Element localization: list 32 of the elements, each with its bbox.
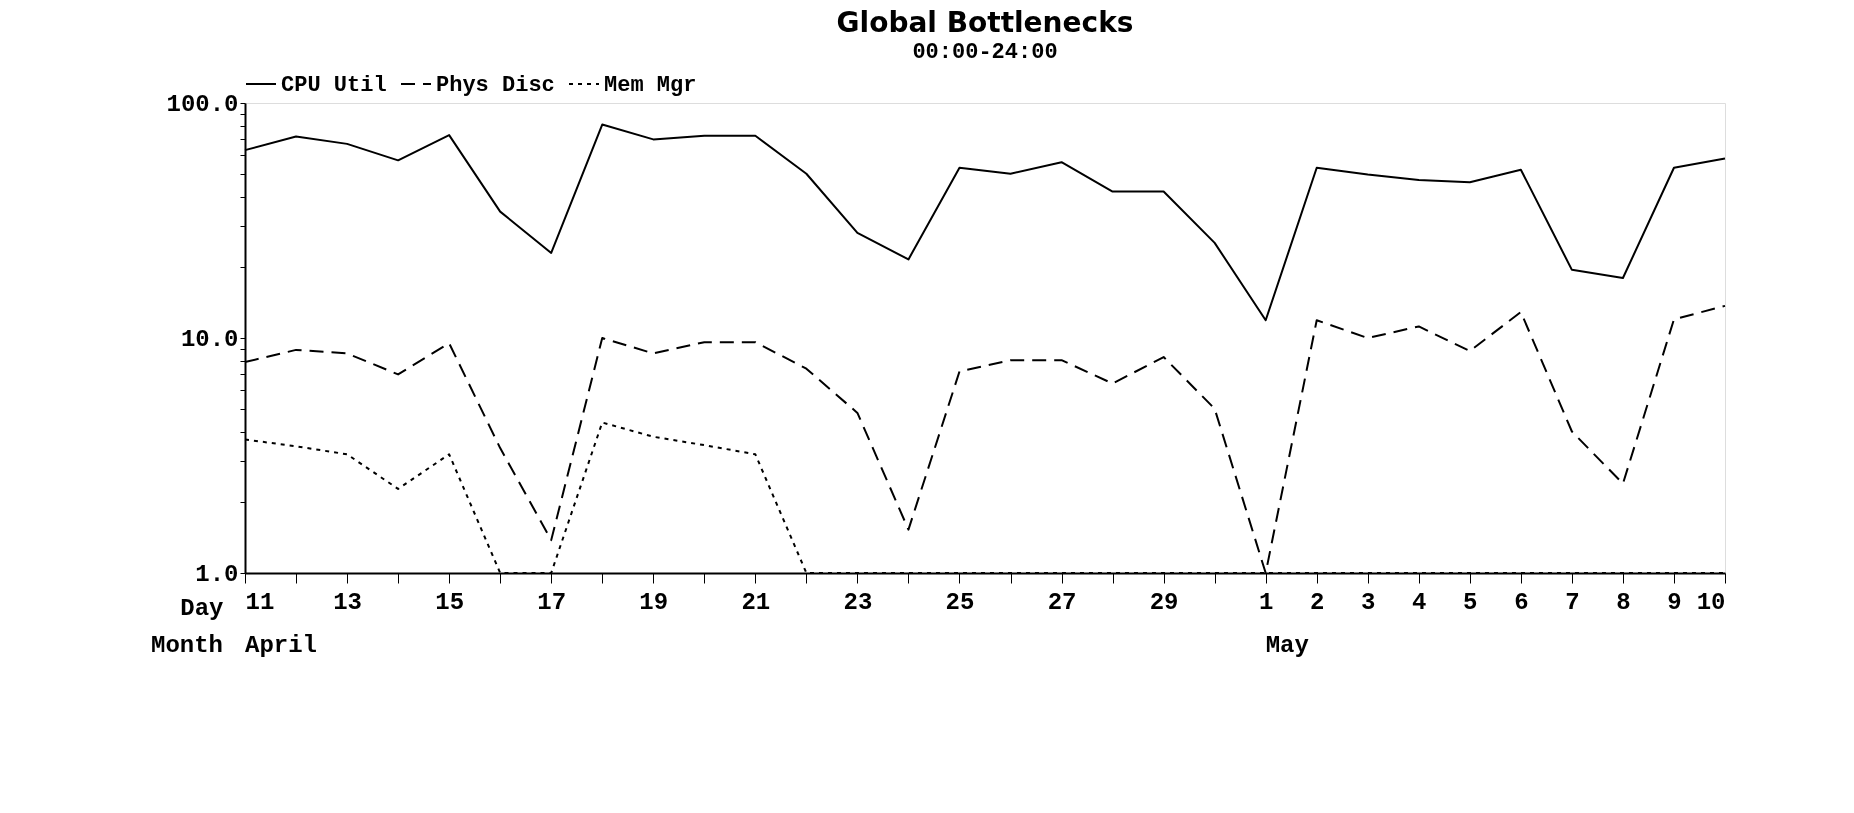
x-tick-label: 29	[1149, 588, 1179, 616]
x-tick-label: 1	[1258, 588, 1274, 616]
x-tick-label: 25	[945, 588, 975, 616]
y-tick-label: 1.0	[195, 560, 239, 588]
y-tick-label: 10.0	[180, 325, 239, 353]
x-tick-label: 9	[1667, 588, 1682, 616]
x-tick-label: 4	[1412, 588, 1427, 616]
text: April	[245, 632, 318, 659]
legend-label: Phys Disc	[436, 73, 555, 98]
x-tick-label: 19	[639, 588, 669, 616]
text: Month	[150, 632, 223, 659]
x-tick-label: 10	[1696, 588, 1726, 616]
x-tick-label: 21	[741, 588, 771, 616]
text: May	[1265, 632, 1309, 659]
x-tick-label: 15	[435, 588, 465, 616]
x-tick-label: 17	[537, 588, 567, 616]
x-tick-label: 27	[1047, 588, 1077, 616]
x-tick-label: 13	[333, 588, 362, 616]
legend-label: Mem Mgr	[604, 73, 697, 98]
x-tick-label: 8	[1616, 588, 1631, 616]
x-tick-label: 5	[1463, 588, 1478, 616]
x-tick-label: 23	[843, 588, 873, 616]
x-tick-label: 11	[245, 588, 275, 616]
x-tick-label: 2	[1310, 588, 1325, 616]
x-tick-label: 3	[1361, 588, 1376, 616]
chart-subtitle: 00:00-24:00	[912, 40, 1058, 65]
chart-title: Global Bottlenecks	[836, 6, 1134, 39]
x-tick-label: 6	[1514, 588, 1529, 616]
y-tick-label: 100.0	[166, 90, 239, 118]
x-axis-title: Day	[180, 594, 224, 622]
x-tick-label: 7	[1565, 588, 1580, 616]
legend-label: CPU Util	[281, 73, 387, 98]
